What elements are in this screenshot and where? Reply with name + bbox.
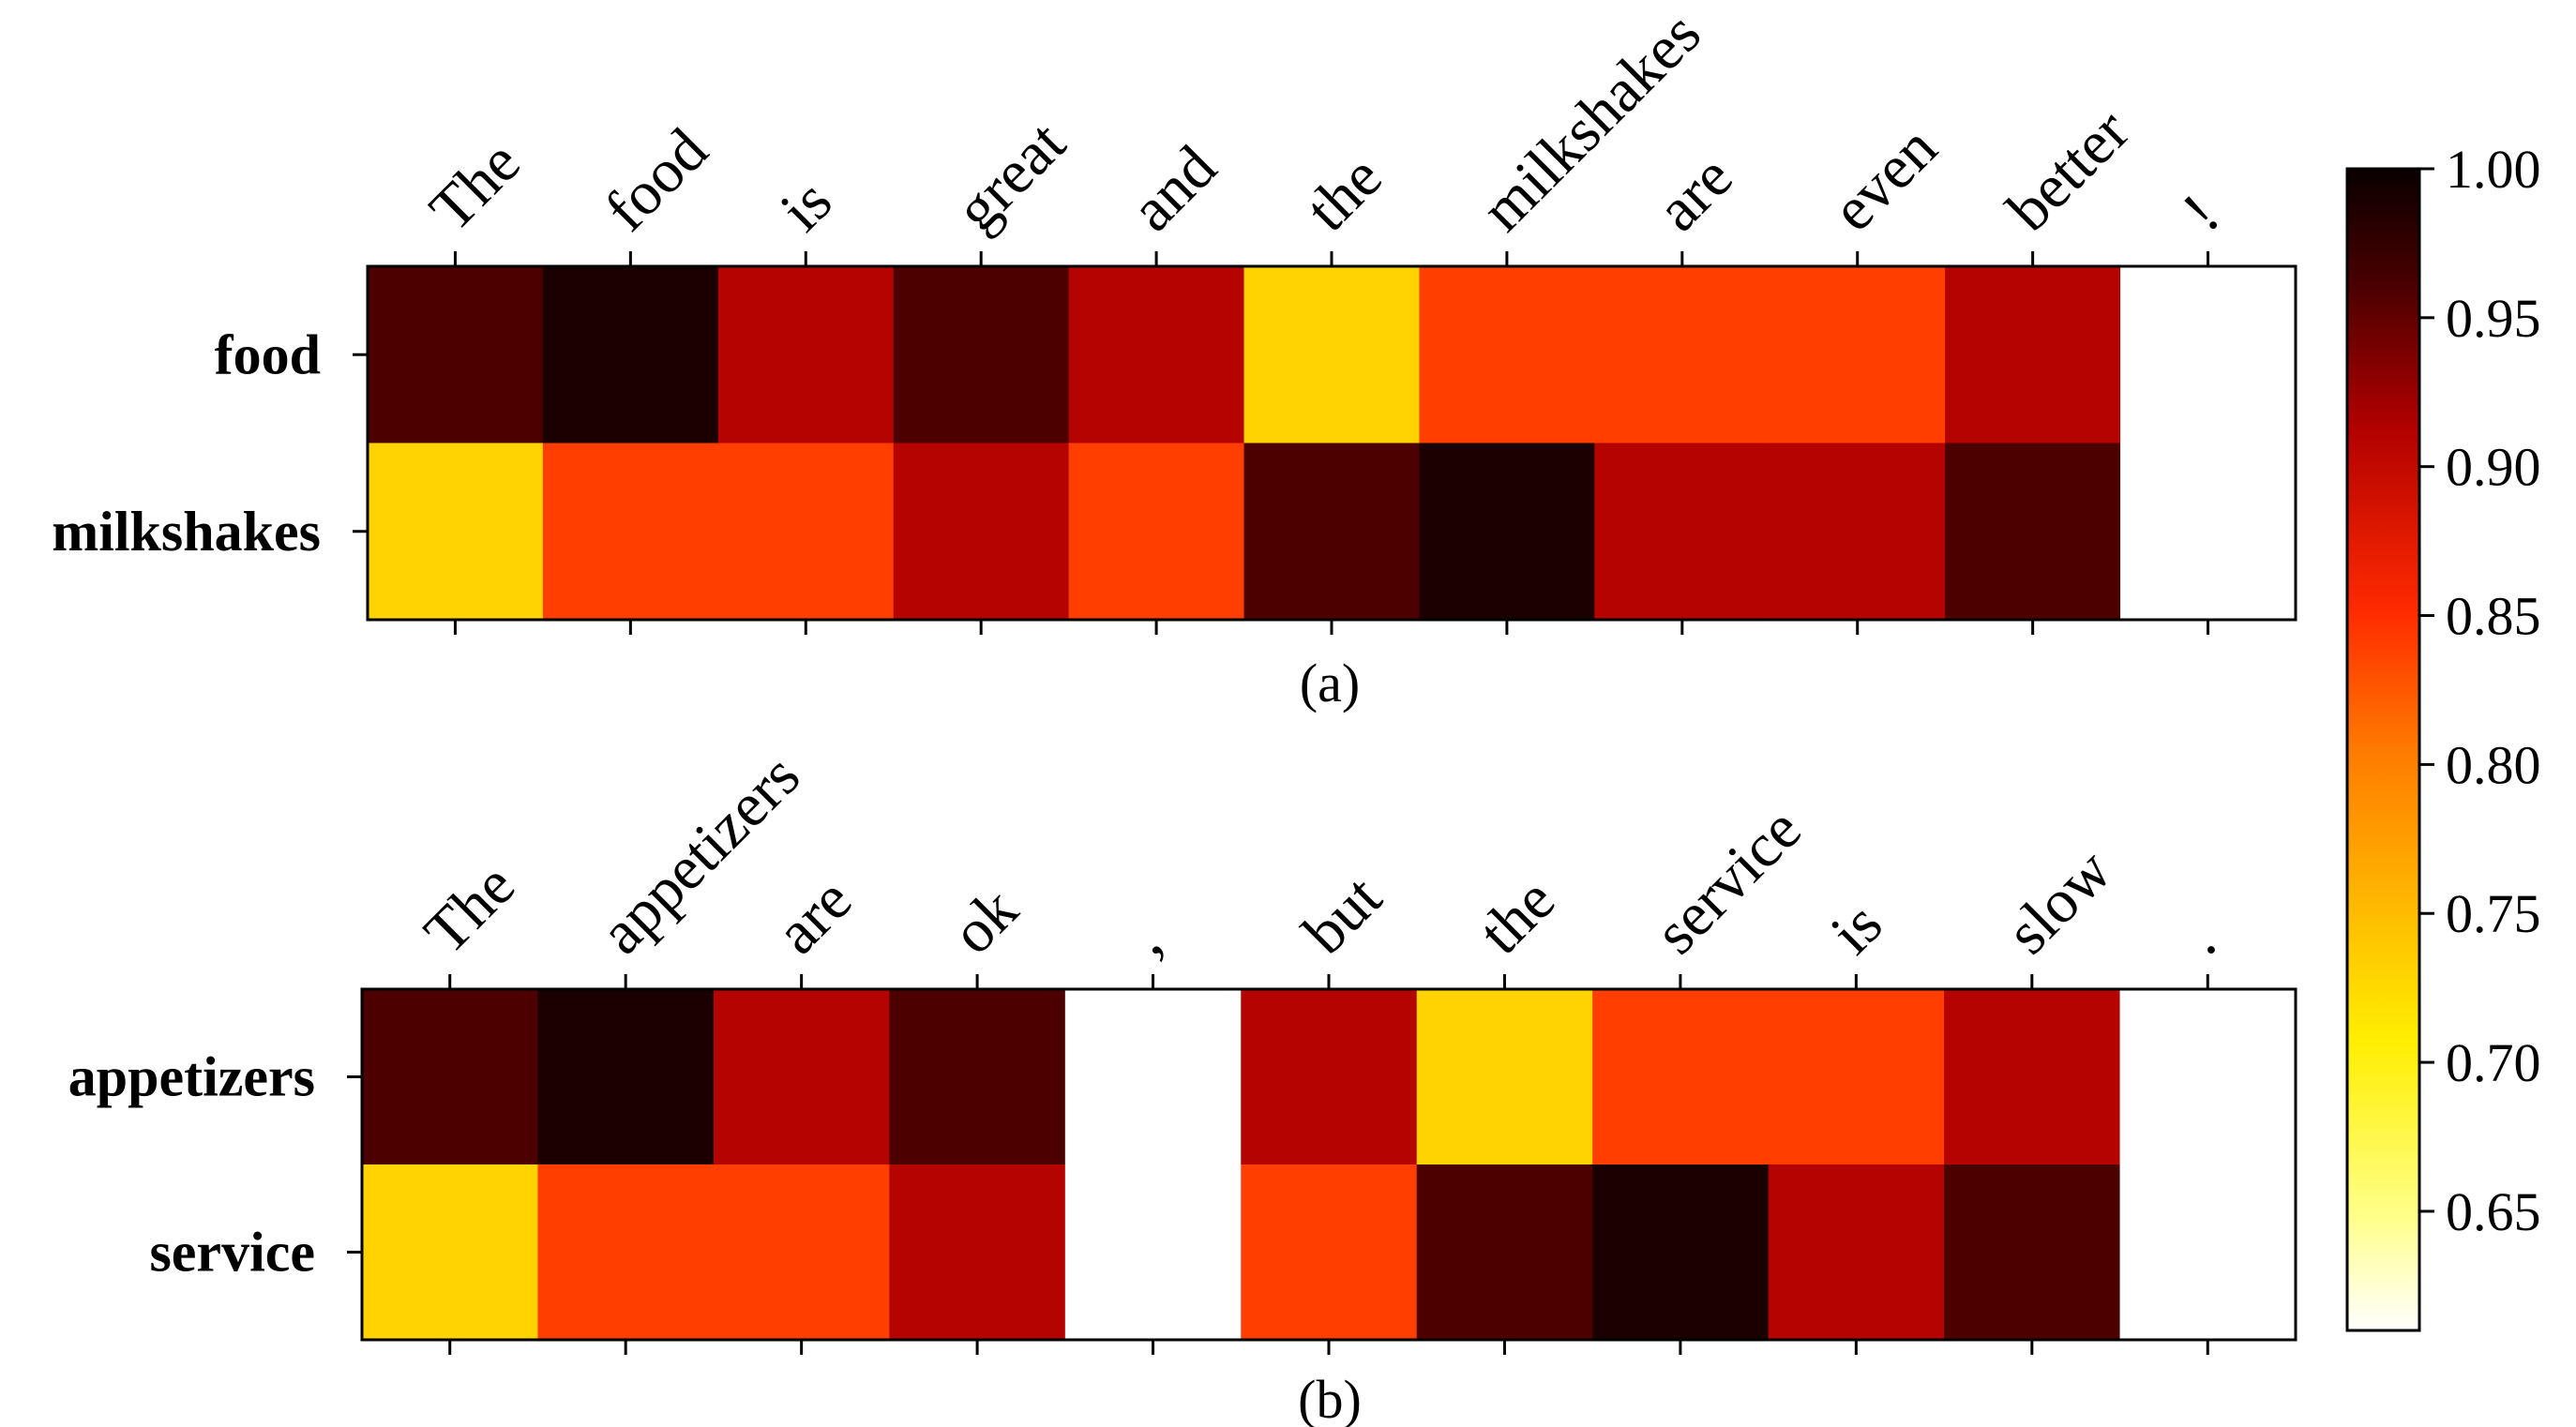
heatmap-cell <box>889 989 1066 1165</box>
x-token-label: The <box>416 128 533 244</box>
heatmap-cell <box>368 266 544 444</box>
heatmap-cell <box>889 1164 1066 1341</box>
heatmap-cell <box>1944 989 2121 1165</box>
x-token-label: great <box>942 109 1078 245</box>
heatmap-cell <box>1243 266 1421 444</box>
x-token-label: food <box>592 115 720 244</box>
heatmap-cell <box>1592 989 1770 1165</box>
heatmap-cell <box>362 1164 539 1341</box>
heatmap-cell <box>542 443 719 621</box>
heatmap-cell <box>717 443 895 621</box>
heatmap-cell <box>1068 443 1245 621</box>
y-row-label: food <box>215 323 321 385</box>
heatmap-cell <box>713 1164 890 1341</box>
x-token-label: is <box>1817 890 1895 968</box>
caption-a: (a) <box>1300 653 1360 714</box>
x-token-label: and <box>1118 133 1229 245</box>
heatmap-cell <box>1419 266 1595 444</box>
x-token-label: ! <box>2170 181 2233 244</box>
heatmap-cell <box>537 1164 715 1341</box>
colorbar-tick-label: 1.00 <box>2446 139 2541 200</box>
heatmap-cell <box>1594 266 1770 444</box>
colorbar-tick-label: 0.75 <box>2446 883 2541 944</box>
heatmap-cell <box>1064 1164 1242 1341</box>
heatmap-cell <box>713 989 890 1165</box>
x-token-label: The <box>412 850 528 967</box>
heatmap-cell <box>1064 989 1242 1165</box>
colorbar-gradient <box>2345 167 2421 1332</box>
heatmap-cell <box>1592 1164 1770 1341</box>
colorbar-tick-label: 0.70 <box>2446 1032 2541 1093</box>
heatmap-cell <box>362 989 539 1165</box>
x-token-label: is <box>767 167 845 245</box>
heatmap-cell <box>1770 443 1946 621</box>
colorbar-tick-label: 0.85 <box>2446 586 2541 647</box>
heatmap-cell <box>1241 1164 1418 1341</box>
heatmap-cell <box>1243 443 1421 621</box>
heatmap-cell <box>542 266 719 444</box>
x-token-label: better <box>1995 97 2143 245</box>
heatmap-cell <box>1241 989 1418 1165</box>
x-token-label: . <box>2169 908 2228 967</box>
heatmap-cell <box>1419 443 1595 621</box>
heatmap-cell <box>1416 989 1593 1165</box>
colorbar-tick-label: 0.90 <box>2446 437 2541 498</box>
x-token-label: are <box>763 865 866 968</box>
heatmap-cell <box>1944 1164 2121 1341</box>
heatmap-cell <box>2119 1164 2297 1341</box>
heatmap-cell <box>1594 443 1770 621</box>
heatmap-cell <box>537 989 715 1165</box>
x-token-label: the <box>1293 143 1395 245</box>
heatmap-cell <box>1768 989 1945 1165</box>
x-token-label: , <box>1115 908 1174 967</box>
heatmap-cell <box>893 266 1070 444</box>
x-token-label: the <box>1466 865 1568 968</box>
colorbar-tick-label: 0.95 <box>2446 288 2541 349</box>
x-token-label: but <box>1290 863 1394 967</box>
heatmap-cell <box>1768 1164 1945 1341</box>
colorbar-tick-label: 0.80 <box>2446 734 2541 795</box>
heatmap-cell <box>1416 1164 1593 1341</box>
y-row-label: appetizers <box>68 1046 315 1108</box>
x-token-label: even <box>1819 113 1951 245</box>
heatmap-cell <box>717 266 895 444</box>
heatmap-cell <box>368 443 544 621</box>
x-token-label: slow <box>1994 836 2125 968</box>
caption-b: (b) <box>1298 1369 1362 1427</box>
heatmap-cell <box>1945 266 2121 444</box>
x-token-label: are <box>1644 143 1746 245</box>
colorbar-tick-label: 0.65 <box>2446 1181 2541 1242</box>
heatmap-cell <box>2120 266 2297 444</box>
x-token-label: service <box>1642 795 1815 968</box>
x-token-label: ok <box>939 875 1031 967</box>
y-row-label: milkshakes <box>52 501 321 563</box>
heatmap-cell <box>2120 443 2297 621</box>
colorbar: 1.00 0.95 0.90 0.85 0.80 0.75 0.70 0.65 <box>2345 139 2541 1332</box>
heatmap-cell <box>893 443 1070 621</box>
heatmap-cell <box>1770 266 1946 444</box>
heatmap-cell <box>1945 443 2121 621</box>
heatmap-cell <box>1068 266 1245 444</box>
y-row-label: service <box>149 1222 315 1284</box>
heatmap-cell <box>2119 989 2297 1165</box>
